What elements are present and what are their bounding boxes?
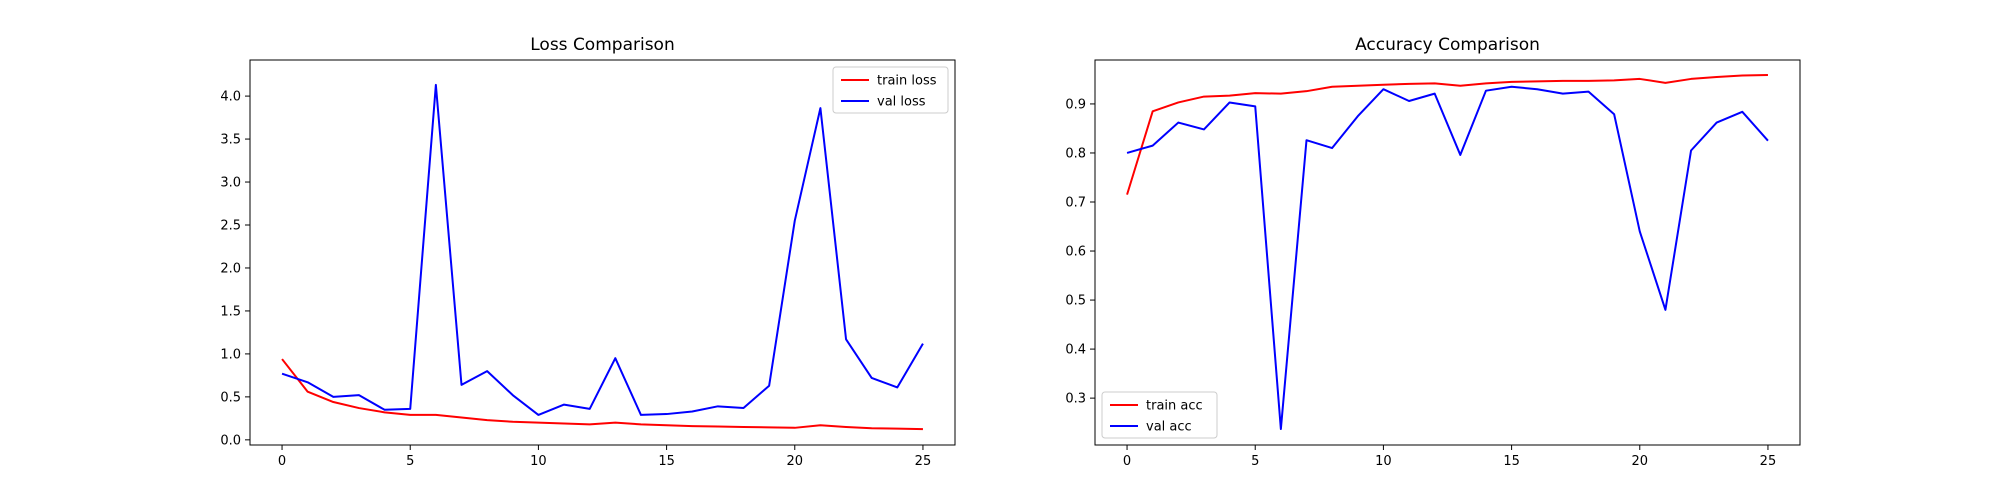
legend-label-val-acc: val acc xyxy=(1146,420,1192,435)
x-tick-label: 0 xyxy=(1123,454,1131,469)
x-tick-label: 25 xyxy=(1760,454,1777,469)
x-tick-label: 5 xyxy=(406,454,414,469)
y-tick-label: 0.4 xyxy=(1065,343,1086,358)
plot-frame xyxy=(1094,59,1801,446)
x-tick-label: 20 xyxy=(786,454,803,469)
x-tick-label: 15 xyxy=(1503,454,1520,469)
plot-frame xyxy=(249,59,956,446)
loss-comparison-chart: Loss Comparison 0 5 10 15 20 25 0.0 0.5 1.0 1.5 2.… xyxy=(220,35,956,469)
y-tick-label: 4.0 xyxy=(220,90,241,105)
x-tick-label: 20 xyxy=(1631,454,1648,469)
y-tick-label: 2.0 xyxy=(220,261,241,276)
legend-label-val-loss: val loss xyxy=(877,95,926,110)
x-tick-label: 15 xyxy=(658,454,675,469)
y-tick-label: 0.9 xyxy=(1065,97,1086,112)
y-tick-label: 0.0 xyxy=(220,433,241,448)
y-tick-label: 1.5 xyxy=(220,304,241,319)
legend-label-train-loss: train loss xyxy=(877,74,937,89)
y-tick-label: 0.7 xyxy=(1065,195,1086,210)
series-line-val-loss xyxy=(281,83,924,416)
x-tick-label: 5 xyxy=(1251,454,1259,469)
legend: train acc val acc xyxy=(1101,391,1218,439)
y-tick-label: 0.6 xyxy=(1065,245,1086,260)
x-tick-label: 10 xyxy=(530,454,547,469)
x-tick-label: 25 xyxy=(915,454,932,469)
y-tick-label: 3.5 xyxy=(220,133,241,148)
x-tick-label: 10 xyxy=(1375,454,1392,469)
y-tick-label: 0.5 xyxy=(1065,294,1086,309)
legend: train loss val loss xyxy=(832,66,949,114)
chart-title: Accuracy Comparison xyxy=(1355,35,1540,55)
accuracy-comparison-chart: Accuracy Comparison 0 5 10 15 20 25 0.3 0.4 0.5 0… xyxy=(1065,35,1801,469)
y-tick-label: 0.5 xyxy=(220,390,241,405)
series-line-val-acc xyxy=(1126,85,1769,431)
y-tick-label: 0.3 xyxy=(1065,392,1086,407)
x-tick-label: 0 xyxy=(278,454,286,469)
legend-label-train-acc: train acc xyxy=(1146,399,1203,414)
y-tick-label: 0.8 xyxy=(1065,146,1086,161)
y-tick-label: 1.0 xyxy=(220,347,241,362)
y-tick-label: 2.5 xyxy=(220,219,241,234)
series-line-train-acc xyxy=(1126,74,1768,195)
series-line-train-loss xyxy=(281,358,923,431)
chart-title: Loss Comparison xyxy=(530,35,674,55)
y-tick-label: 3.0 xyxy=(220,176,241,191)
